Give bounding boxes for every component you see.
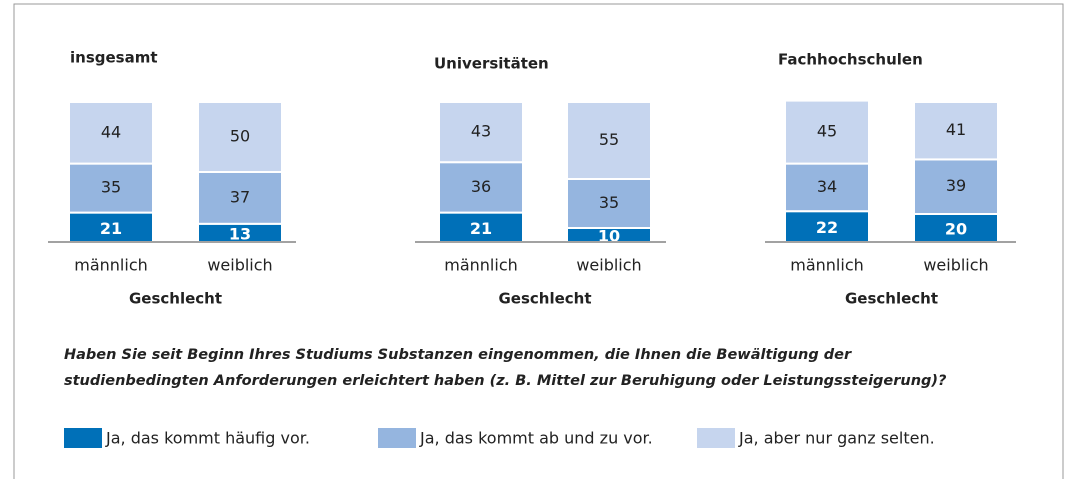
bar-segment: [197, 101, 283, 173]
panel-title: Universitäten: [434, 55, 549, 73]
data-label: 43: [471, 122, 491, 141]
x-tick-label: männlich: [74, 256, 148, 275]
data-label: 20: [945, 220, 967, 239]
x-tick-label: männlich: [444, 256, 518, 275]
data-label: 39: [946, 176, 966, 195]
x-tick-label: weiblich: [923, 256, 988, 275]
x-axis-label: Geschlecht: [845, 290, 938, 308]
x-tick-label: männlich: [790, 256, 864, 275]
frame: [13, 3, 1064, 479]
data-label: 41: [946, 120, 966, 139]
data-label: 45: [817, 122, 837, 141]
legend-label: Ja, das kommt häufig vor.: [105, 429, 310, 448]
bar-segment: [438, 101, 524, 164]
x-tick-label: weiblich: [576, 256, 641, 275]
bar-segment: [913, 101, 999, 161]
data-label: 55: [599, 130, 619, 149]
data-label: 22: [816, 218, 838, 237]
bar-segment: [68, 162, 154, 214]
x-axis-label: Geschlecht: [129, 290, 222, 308]
data-label: 34: [817, 177, 837, 196]
data-label: 44: [101, 122, 121, 141]
bar-segment: [913, 213, 999, 243]
panel-title: insgesamt: [70, 49, 158, 67]
legend-swatch: [697, 428, 735, 448]
legend-label: Ja, das kommt ab und zu vor.: [419, 429, 653, 448]
data-label: 21: [100, 219, 122, 238]
bar-segment: [913, 158, 999, 215]
x-axis-label: Geschlecht: [498, 290, 591, 308]
data-label: 35: [599, 193, 619, 212]
bar-segment: [566, 178, 652, 229]
bar-segment: [566, 101, 652, 180]
bar-segment: [784, 99, 870, 165]
question-line: studienbedingten Anforderungen erleichte…: [64, 373, 947, 389]
data-label: 36: [471, 177, 491, 196]
data-label: 13: [229, 224, 251, 243]
bar-segment: [68, 101, 154, 165]
x-tick-label: weiblich: [207, 256, 272, 275]
legend-swatch: [64, 428, 102, 448]
bar-segment: [197, 171, 283, 225]
data-label: 37: [230, 187, 250, 206]
bar-segment: [784, 162, 870, 213]
legend-label: Ja, aber nur ganz selten.: [738, 429, 935, 448]
legend-swatch: [378, 428, 416, 448]
data-label: 10: [598, 227, 620, 246]
data-label: 50: [230, 127, 250, 146]
question-line: Haben Sie seit Beginn Ihres Studiums Sub…: [64, 347, 852, 363]
data-label: 21: [470, 219, 492, 238]
data-label: 35: [101, 178, 121, 197]
panel-title: Fachhochschulen: [778, 51, 923, 69]
